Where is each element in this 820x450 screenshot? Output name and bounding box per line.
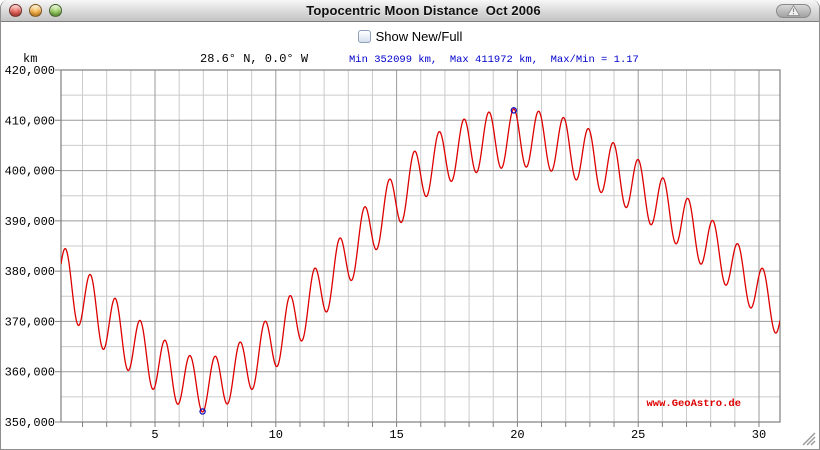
y-tick-label: 420,000 xyxy=(5,64,55,78)
x-tick-label: 5 xyxy=(151,428,158,442)
minmax-stats-label: Min 352099 km, Max 411972 km, Max/Min = … xyxy=(349,54,639,66)
y-tick-label: 410,000 xyxy=(5,114,55,128)
y-tick-label: 390,000 xyxy=(5,215,55,229)
close-button[interactable] xyxy=(9,4,22,17)
min-distance-marker xyxy=(199,408,206,415)
distance-curve xyxy=(61,108,780,413)
y-tick-label: 400,000 xyxy=(5,165,55,179)
x-tick-label: 10 xyxy=(269,428,283,442)
x-tick-label: 15 xyxy=(389,428,403,442)
y-tick-label: 380,000 xyxy=(5,265,55,279)
minimize-button[interactable] xyxy=(29,4,42,17)
y-tick-label: 360,000 xyxy=(5,366,55,380)
warning-icon xyxy=(787,5,800,16)
x-tick-label: 20 xyxy=(510,428,524,442)
checkbox-box[interactable] xyxy=(357,29,371,43)
y-tick-label: 350,000 xyxy=(5,416,55,430)
window-title: Topocentric Moon Distance Oct 2006 xyxy=(306,3,541,18)
y-tick-label: 370,000 xyxy=(5,315,55,329)
y-axis-unit-label: km xyxy=(23,52,38,66)
alert-toolbar-button[interactable] xyxy=(776,3,811,18)
show-newfull-checkbox[interactable]: Show New/Full xyxy=(1,27,819,45)
max-distance-marker xyxy=(510,107,517,114)
observer-location-label: 28.6° N, 0.0° W xyxy=(200,52,309,66)
watermark-text: www.GeoAstro.de xyxy=(646,398,741,410)
titlebar[interactable]: Topocentric Moon Distance Oct 2006 xyxy=(1,0,819,22)
resize-grip[interactable] xyxy=(798,428,816,446)
x-tick-label: 30 xyxy=(752,428,766,442)
checkbox-label: Show New/Full xyxy=(375,28,463,44)
x-tick-label: 25 xyxy=(631,428,645,442)
traffic-lights xyxy=(1,4,71,17)
zoom-button[interactable] xyxy=(49,4,62,17)
